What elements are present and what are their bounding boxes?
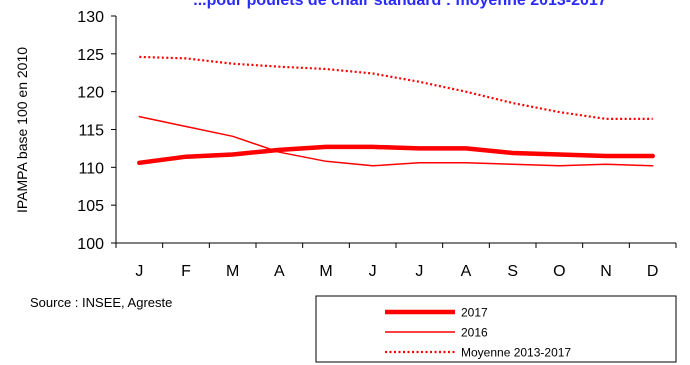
x-tick-label: F xyxy=(181,263,191,280)
x-tick-label: J xyxy=(369,263,377,280)
x-tick-label: J xyxy=(415,263,423,280)
y-tick-label: 120 xyxy=(77,85,104,102)
series-group xyxy=(137,55,655,167)
x-tick-label: D xyxy=(647,263,659,280)
legend-label: Moyenne 2013-2017 xyxy=(461,346,571,360)
legend-label: 2017 xyxy=(461,306,488,320)
source-note: Source : INSEE, Agreste xyxy=(30,295,172,310)
x-tick-label: J xyxy=(135,263,143,280)
legend: 2017 2016 Moyenne 2013-2017 xyxy=(315,295,677,363)
series-line-2016 xyxy=(138,115,654,167)
x-tick-label: N xyxy=(600,263,612,280)
legend-label: 2016 xyxy=(461,326,488,340)
x-tick-label: A xyxy=(461,263,472,280)
x-tick-label: M xyxy=(319,263,332,280)
y-tick-label: 125 xyxy=(77,47,104,64)
series-line-2017 xyxy=(137,144,655,166)
x-tick-label: O xyxy=(553,263,565,280)
y-tick-label: 115 xyxy=(78,123,104,140)
y-axis-label: IPAMPA base 100 en 2010 xyxy=(14,47,30,213)
x-tick-label: S xyxy=(507,263,518,280)
series-line-moyenne-2013-2017 xyxy=(139,55,653,121)
x-tick-label: A xyxy=(274,263,285,280)
y-tick-label: 105 xyxy=(77,198,104,215)
y-ticks: 100 105 110 115 120 125 130 xyxy=(77,9,116,253)
legend-box xyxy=(315,295,677,363)
y-tick-label: 110 xyxy=(78,160,104,177)
x-tick-label: M xyxy=(226,263,239,280)
y-tick-label: 100 xyxy=(77,236,104,253)
chart-title: ...pour poulets de chair standard : moye… xyxy=(193,0,607,9)
y-tick-label: 130 xyxy=(77,9,104,26)
